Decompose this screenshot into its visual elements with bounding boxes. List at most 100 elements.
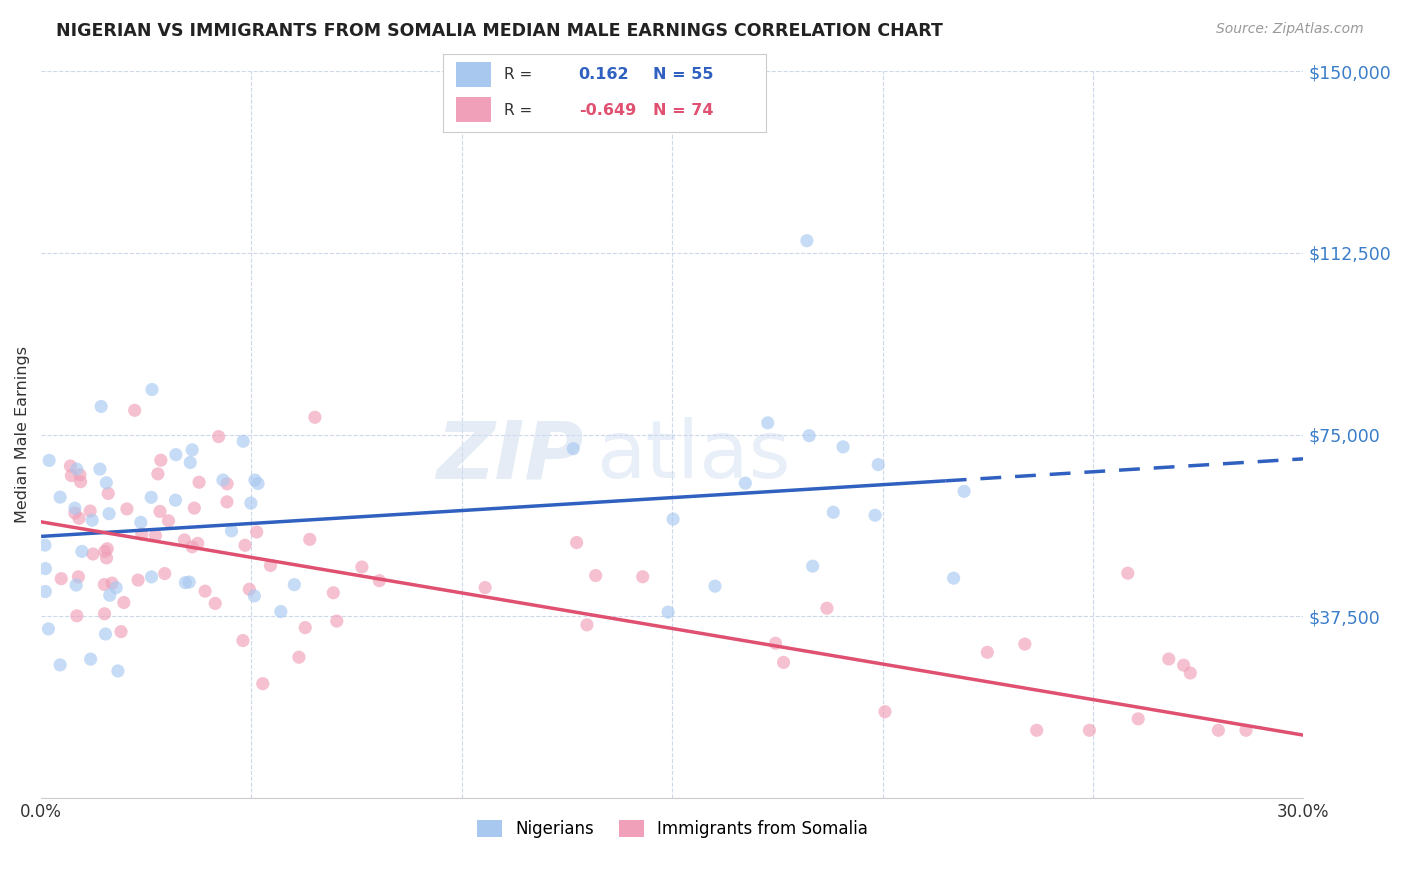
Point (49, 490, 72, 504)
Point (181, 540, 204, 554)
Point (322, 586, 344, 600)
Point (96, 550, 118, 565)
Point (298, 533, 321, 547)
Point (131, 527, 153, 541)
Point (326, 614, 349, 628)
Text: 0.162: 0.162 (579, 67, 630, 82)
Text: NIGERIAN VS IMMIGRANTS FROM SOMALIA MEDIAN MALE EARNINGS CORRELATION CHART: NIGERIAN VS IMMIGRANTS FROM SOMALIA MEDI… (56, 22, 943, 40)
Point (1116, 566, 1139, 581)
Point (565, 535, 588, 549)
Point (107, 664, 129, 678)
Point (704, 579, 727, 593)
Point (288, 650, 311, 665)
Point (124, 403, 146, 417)
Point (765, 636, 787, 650)
Point (127, 573, 149, 587)
Point (105, 581, 128, 595)
Point (799, 428, 821, 442)
Point (368, 574, 391, 588)
Point (187, 536, 209, 550)
Point (96, 475, 118, 490)
Y-axis label: Median Male Earnings: Median Male Earnings (15, 346, 30, 523)
Point (1128, 712, 1150, 726)
Point (942, 571, 965, 585)
Text: N = 74: N = 74 (654, 103, 714, 119)
Point (149, 504, 172, 518)
Point (141, 570, 163, 584)
Point (976, 645, 998, 659)
Point (179, 455, 201, 469)
Point (217, 476, 239, 491)
Point (734, 476, 756, 491)
Point (181, 442, 204, 457)
Point (98, 507, 121, 521)
Point (115, 502, 138, 516)
Point (232, 434, 254, 449)
Point (772, 656, 794, 670)
Point (631, 570, 654, 584)
Point (93, 577, 115, 591)
Point (259, 558, 281, 573)
Point (70, 544, 93, 558)
Point (93, 607, 115, 621)
Point (34, 561, 56, 575)
Point (69, 475, 91, 489)
Point (145, 528, 167, 542)
Point (243, 589, 266, 603)
Point (294, 621, 316, 635)
Point (96, 541, 118, 556)
Point (38, 453, 60, 467)
Point (98, 588, 121, 602)
Point (165, 448, 187, 462)
Point (562, 442, 585, 456)
Point (1208, 723, 1230, 738)
Point (212, 473, 235, 487)
Point (801, 559, 824, 574)
Text: N = 55: N = 55 (654, 67, 714, 82)
Point (657, 605, 679, 619)
Point (63, 506, 86, 520)
Text: R =: R = (505, 67, 533, 82)
Point (49, 657, 72, 672)
Point (82, 547, 104, 561)
Point (69, 467, 91, 482)
Point (183, 501, 205, 516)
Point (232, 633, 254, 648)
Point (66, 608, 89, 623)
Point (60, 468, 83, 483)
Point (79, 652, 101, 666)
Point (67, 511, 90, 525)
Point (179, 575, 201, 590)
Point (474, 581, 496, 595)
Point (1180, 666, 1202, 681)
Point (67, 570, 90, 584)
Point (194, 584, 217, 599)
Point (1234, 723, 1257, 738)
Point (63, 501, 86, 516)
Point (246, 524, 269, 539)
Point (65, 578, 87, 592)
Point (873, 705, 896, 719)
Point (37, 622, 59, 636)
Point (868, 458, 890, 472)
Point (174, 575, 197, 590)
Point (239, 496, 262, 510)
Point (66, 462, 89, 476)
Point (94, 627, 117, 641)
Point (823, 505, 845, 519)
Bar (456, 62, 492, 87)
Point (173, 533, 195, 547)
Point (94, 544, 117, 558)
Point (153, 566, 176, 581)
Text: ZIP: ZIP (436, 417, 583, 495)
Point (953, 484, 976, 499)
Text: R =: R = (505, 103, 533, 119)
Point (863, 508, 886, 523)
Point (233, 538, 256, 552)
Legend: Nigerians, Immigrants from Somalia: Nigerians, Immigrants from Somalia (470, 813, 875, 845)
Point (141, 383, 163, 397)
Point (188, 475, 211, 490)
Point (204, 596, 226, 610)
Point (304, 410, 326, 425)
Point (59, 458, 82, 473)
